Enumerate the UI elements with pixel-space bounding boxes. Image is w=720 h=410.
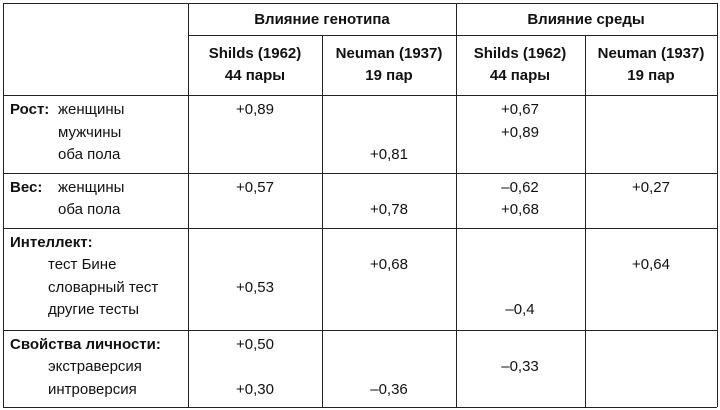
- row-label: оба пола: [58, 201, 121, 218]
- cell-value: +0,53: [236, 278, 274, 296]
- cell-value: +0,89: [236, 101, 274, 118]
- column-title: Neuman (1937): [597, 45, 705, 62]
- border: [188, 3, 189, 407]
- row-label: женщины: [58, 178, 125, 196]
- border: [3, 173, 717, 174]
- row-label: другие тесты: [48, 301, 139, 318]
- border: [3, 3, 717, 4]
- cell-value: –0,36: [370, 380, 408, 398]
- section-heading: Интеллект:: [10, 233, 93, 251]
- column-subtitle: 19 пар: [627, 67, 675, 84]
- cell-value: +0,81: [370, 146, 408, 163]
- cell-value: –0,4: [505, 301, 535, 318]
- border: [3, 407, 717, 408]
- column-subtitle: 19 пар: [365, 67, 413, 84]
- cell-value: +0,27: [632, 178, 670, 196]
- cell-value: +0,68: [370, 256, 408, 273]
- cell-value: +0,50: [236, 335, 274, 353]
- group-header: Влияние генотипа: [254, 11, 390, 28]
- column-subtitle: 44 пары: [224, 67, 286, 84]
- row-label: интроверсия: [48, 380, 137, 398]
- row-label: оба пола: [58, 146, 121, 163]
- cell-value: +0,64: [632, 256, 670, 273]
- border: [3, 330, 717, 331]
- section-heading: Вес:: [10, 178, 43, 196]
- border: [3, 3, 4, 407]
- border: [717, 3, 718, 407]
- cell-value: –0,33: [501, 358, 539, 375]
- cell-value: +0,67: [501, 101, 539, 118]
- row-label: словарный тест: [48, 278, 159, 296]
- cell-value: +0,68: [501, 201, 539, 218]
- cell-value: +0,89: [501, 123, 539, 141]
- border: [585, 35, 586, 407]
- section-heading: Свойства личности:: [10, 335, 161, 353]
- border: [322, 35, 323, 407]
- row-label: тест Бине: [48, 256, 117, 273]
- column-title: Neuman (1937): [335, 45, 443, 62]
- section-heading: Рост:: [10, 101, 50, 118]
- row-label: мужчины: [58, 123, 122, 141]
- cell-value: +0,78: [370, 201, 408, 218]
- row-label: экстраверсия: [48, 358, 142, 375]
- border: [3, 95, 717, 96]
- cell-value: –0,62: [501, 178, 539, 196]
- cell-value: +0,30: [236, 380, 274, 398]
- cell-value: +0,57: [236, 178, 274, 196]
- border: [456, 3, 457, 407]
- row-label: женщины: [58, 101, 125, 118]
- group-header: Влияние среды: [527, 11, 645, 28]
- border: [3, 228, 717, 229]
- column-subtitle: 44 пары: [489, 67, 551, 84]
- column-title: Shilds (1962): [208, 45, 302, 62]
- column-title: Shilds (1962): [473, 45, 567, 62]
- border: [188, 35, 717, 36]
